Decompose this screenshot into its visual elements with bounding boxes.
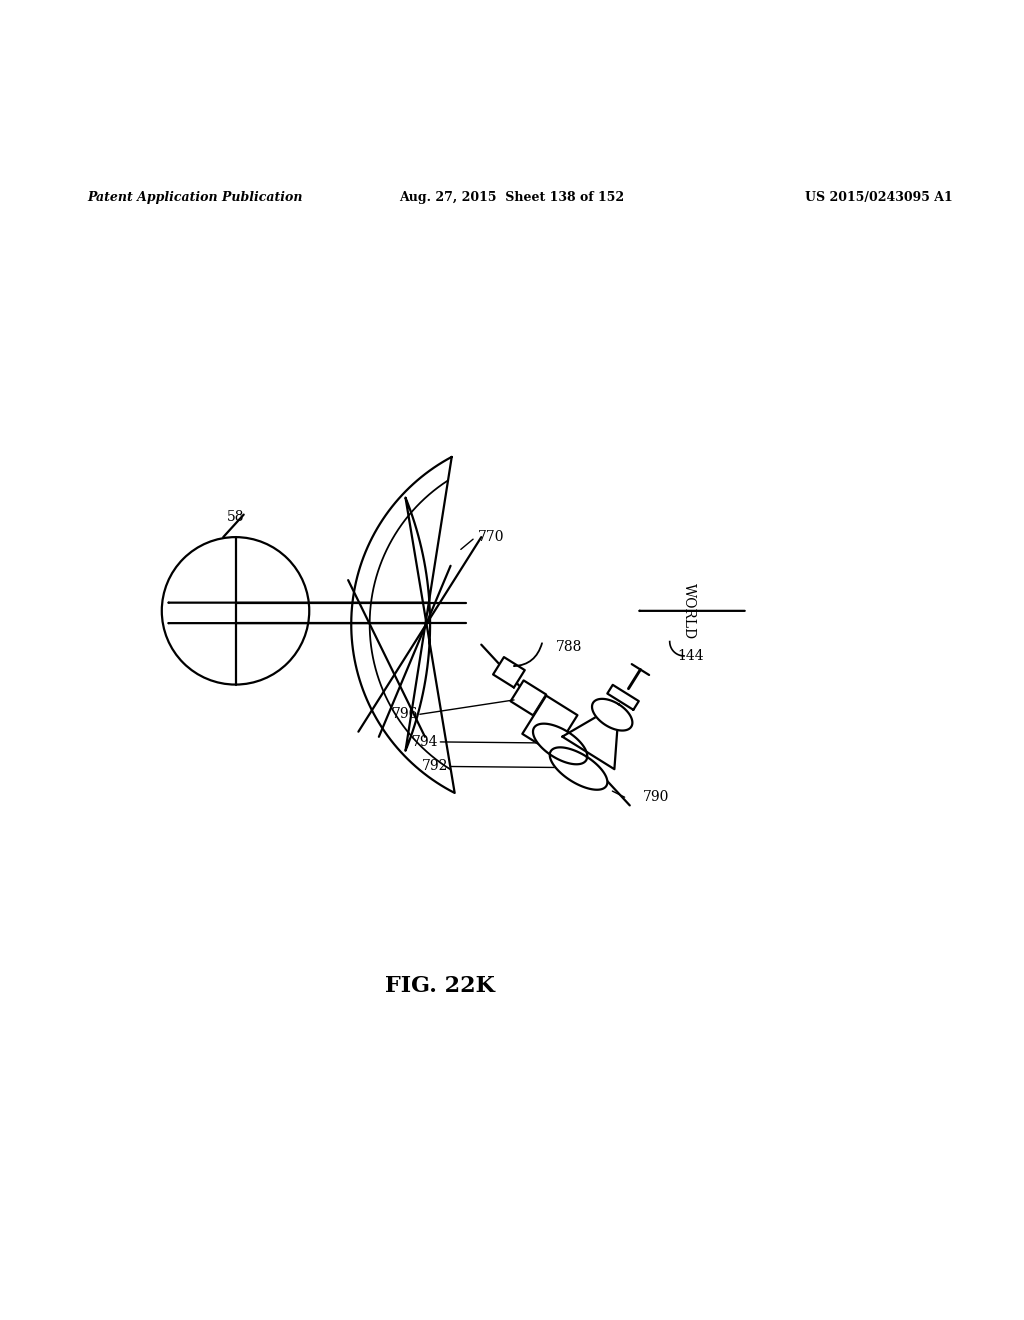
Polygon shape [562,714,617,770]
Text: 144: 144 [677,649,703,663]
Polygon shape [534,723,587,764]
Text: US 2015/0243095 A1: US 2015/0243095 A1 [805,191,952,205]
Text: 788: 788 [556,640,583,653]
Text: FIG. 22K: FIG. 22K [385,974,496,997]
Text: WORLD: WORLD [682,583,696,639]
Polygon shape [522,696,578,754]
Polygon shape [550,747,607,789]
Text: Aug. 27, 2015  Sheet 138 of 152: Aug. 27, 2015 Sheet 138 of 152 [399,191,625,205]
Text: Patent Application Publication: Patent Application Publication [87,191,302,205]
Polygon shape [592,698,633,730]
Text: 58: 58 [226,510,245,524]
Text: 796: 796 [391,708,418,721]
Polygon shape [351,457,455,793]
Text: 794: 794 [412,735,438,748]
Polygon shape [494,657,524,688]
Text: 792: 792 [422,759,449,774]
Text: 790: 790 [643,791,670,804]
Polygon shape [511,680,546,715]
Text: 770: 770 [478,531,505,544]
Polygon shape [607,685,639,710]
